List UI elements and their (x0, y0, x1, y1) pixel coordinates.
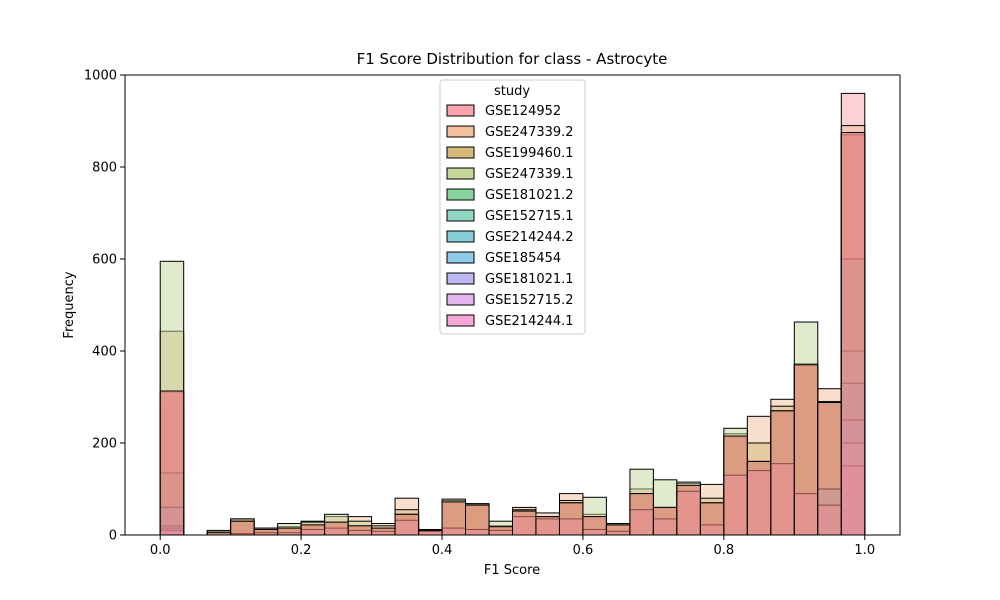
overlap-bar (605, 524, 631, 536)
y-tick-label: 800 (92, 161, 117, 176)
y-tick-label: 0 (109, 529, 117, 544)
legend-label: GSE199460.1 (485, 146, 574, 161)
legend-label: GSE214244.2 (485, 230, 574, 245)
legend-box (439, 79, 586, 335)
x-axis-label: F1 Score (484, 563, 540, 578)
x-tick-label: 0.0 (150, 543, 171, 558)
legend-label: GSE152715.2 (485, 293, 574, 308)
legend-item: GSE214244.1 (446, 314, 574, 329)
plot-frame (124, 74, 901, 536)
overlap-bar (277, 527, 302, 536)
overlap-layer (159, 132, 866, 536)
legend-swatch (446, 272, 475, 285)
legend-swatch (446, 104, 475, 117)
legend-swatch (446, 146, 475, 159)
y-tick-label: 200 (92, 437, 117, 452)
legend-item: GSE199460.1 (446, 146, 574, 161)
y-axis: 0 200 400 600 800 1000 (84, 69, 125, 544)
overlap-bar (394, 513, 420, 536)
legend-title: study (494, 84, 530, 99)
legend-swatch (446, 230, 475, 243)
overlap-bar (840, 132, 866, 536)
bars-layer (159, 92, 866, 536)
x-tick-label: 0.2 (291, 543, 312, 558)
y-tick-label: 1000 (84, 69, 117, 84)
legend-label: GSE247339.1 (485, 167, 574, 182)
overlap-bar (746, 460, 772, 536)
overlap-bar (582, 516, 607, 536)
legend: study GSE124952GSE247339.2GSE199460.1GSE… (439, 79, 586, 335)
legend-label: GSE185454 (485, 251, 561, 266)
overlap-bar (488, 526, 514, 536)
overlap-bar (253, 528, 279, 536)
overlap-bar (441, 501, 467, 536)
legend-swatch (446, 125, 475, 138)
y-axis-label: Frequency (62, 271, 77, 338)
overlap-bar (652, 506, 678, 536)
legend-label: GSE214244.1 (485, 314, 574, 329)
legend-swatch (446, 314, 475, 327)
overlap-bar (629, 493, 654, 536)
legend-swatch (446, 188, 475, 201)
legend-label: GSE247339.2 (485, 125, 574, 140)
legend-item: GSE124952 (446, 104, 561, 119)
overlap-bar (676, 484, 701, 536)
overlap-bar (535, 516, 560, 536)
legend-item: GSE152715.2 (446, 293, 574, 308)
x-tick-label: 0.6 (573, 543, 594, 558)
overlap-bar (723, 435, 748, 536)
legend-item: GSE247339.2 (446, 125, 574, 140)
x-tick-label: 0.4 (432, 543, 453, 558)
legend-item: GSE185454 (446, 251, 561, 266)
legend-item: GSE214244.2 (446, 230, 574, 245)
legend-swatch (446, 251, 475, 264)
legend-items: GSE124952 GSE247339.2 GSE199460.1 GSE247339… (446, 104, 574, 329)
x-tick-label: 1.0 (854, 543, 875, 558)
overlap-bar (324, 521, 349, 536)
legend-label: GSE152715.1 (485, 209, 574, 224)
overlap-bar (699, 502, 725, 536)
legend-label: GSE124952 (485, 104, 561, 119)
overlap-bar (418, 529, 443, 536)
overlap-bar (230, 520, 255, 536)
overlap-bar (300, 524, 326, 536)
x-axis: 0.0 0.2 0.4 0.6 0.8 1.0 (150, 535, 875, 558)
overlap-bar (770, 410, 795, 536)
legend-item: GSE247339.1 (446, 167, 574, 182)
y-tick-label: 400 (92, 345, 117, 360)
overlap-bar (793, 364, 819, 536)
overlap-bar (817, 402, 842, 536)
overlap-bar (558, 502, 584, 536)
chart-title: F1 Score Distribution for class - Astroc… (357, 50, 668, 68)
x-tick-label: 0.8 (714, 543, 735, 558)
legend-item: GSE181021.1 (446, 272, 574, 287)
legend-item: GSE152715.1 (446, 209, 574, 224)
legend-swatch (446, 167, 475, 180)
overlap-bar (347, 525, 373, 536)
legend-label: GSE181021.2 (485, 188, 574, 203)
overlap-bar (465, 504, 490, 536)
legend-swatch (446, 293, 475, 306)
y-tick-label: 600 (92, 253, 117, 268)
overlap-bar (371, 527, 396, 536)
legend-item: GSE181021.2 (446, 188, 574, 203)
overlap-bar (512, 510, 537, 536)
legend-label: GSE181021.1 (485, 272, 574, 287)
legend-swatch (446, 209, 475, 222)
overlap-bar (159, 390, 185, 536)
